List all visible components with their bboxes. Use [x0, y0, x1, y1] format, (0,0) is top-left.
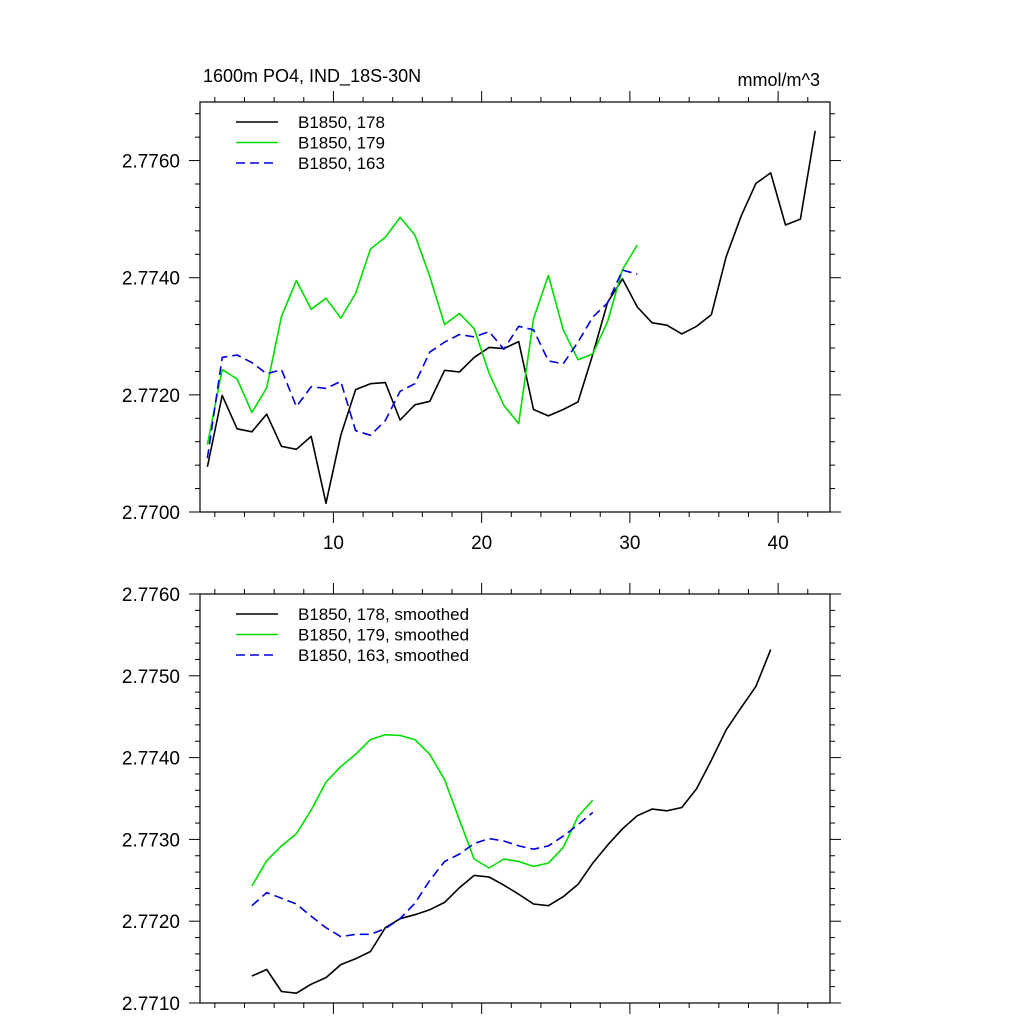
legend-label: B1850, 163, smoothed — [298, 646, 469, 665]
y-tick-label: 2.7760 — [122, 585, 180, 606]
x-tick-label: 20 — [471, 533, 492, 554]
x-tick-label: 10 — [323, 533, 344, 554]
series-line-1 — [206, 130, 816, 505]
y-tick-label: 2.7740 — [122, 269, 180, 290]
units-label: mmol/m^3 — [738, 70, 820, 90]
series-line-1 — [251, 649, 772, 995]
plot-frame — [199, 101, 831, 513]
x-tick-label: 30 — [619, 533, 640, 554]
y-tick-label: 2.7720 — [122, 912, 180, 933]
chart-title: 1600m PO4, IND_18S-30N — [203, 66, 421, 87]
bottom-panel: 2.7710 2.7720 2.7730 2.7740 2.7750 2.7760 B185… — [122, 583, 841, 1015]
y-tick-label: 2.7700 — [122, 503, 180, 524]
x-tick-label: 40 — [768, 533, 789, 554]
y-tick-label: 2.7760 — [122, 152, 180, 173]
y-tick-label: 2.7740 — [122, 749, 180, 770]
legend-label: B1850, 178 — [298, 113, 385, 132]
series-line-2 — [251, 733, 594, 887]
y-tick-label: 2.7710 — [122, 994, 180, 1015]
series-line-3 — [206, 269, 638, 459]
y-tick-label: 2.7720 — [122, 386, 180, 407]
plot-frame — [199, 593, 831, 1004]
y-tick-label: 2.7750 — [122, 667, 180, 688]
top-panel: 10 20 30 40 2.7700 2.7720 2.7740 2.7760 B1850, 1… — [122, 91, 841, 554]
legend-label: B1850, 178, smoothed — [298, 605, 469, 624]
series-line-3 — [251, 811, 594, 938]
legend-label: B1850, 179, smoothed — [298, 626, 469, 645]
series-line-2 — [206, 216, 638, 445]
y-tick-label: 2.7730 — [122, 830, 180, 851]
legend-label: B1850, 163 — [298, 154, 385, 173]
legend-label: B1850, 179 — [298, 134, 385, 153]
